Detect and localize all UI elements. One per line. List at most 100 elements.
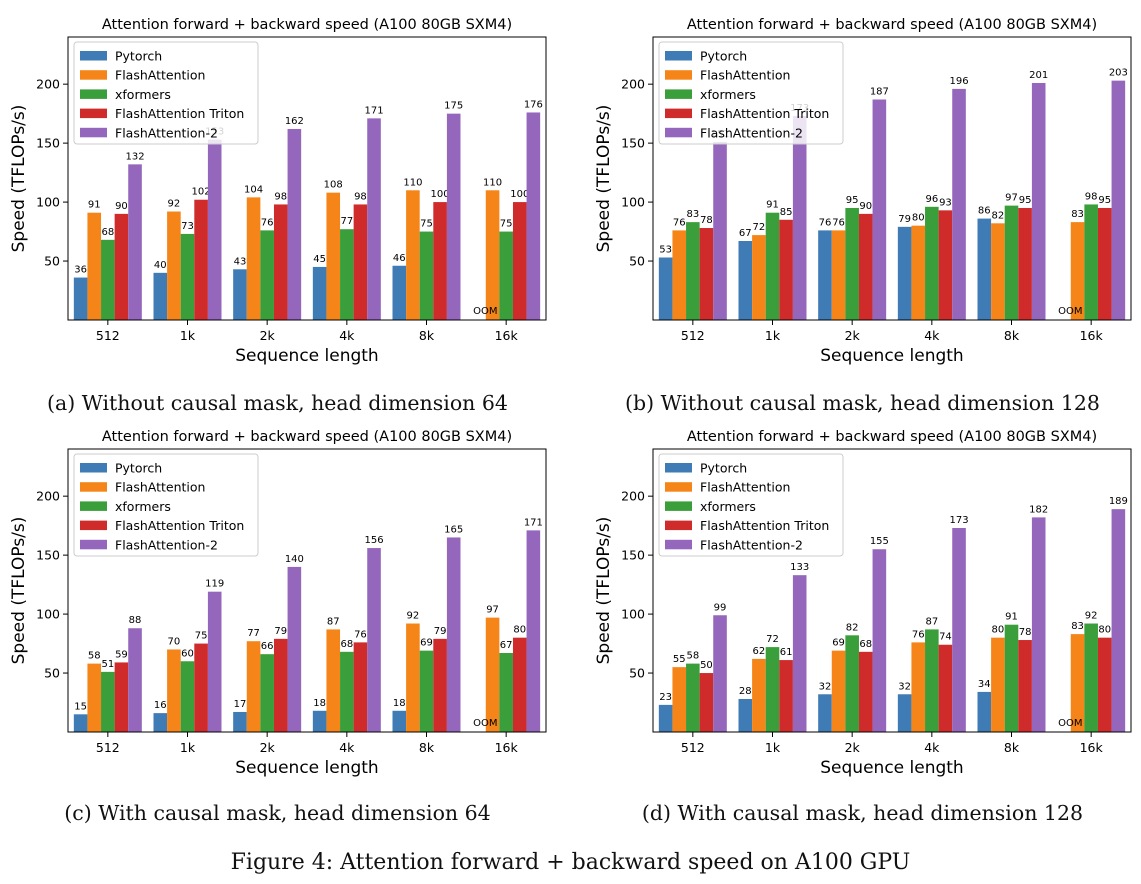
plot-frame: [652, 448, 1132, 733]
bar: [897, 226, 912, 320]
plot-frame: [67, 36, 547, 321]
bar: [1004, 624, 1019, 732]
bar-value-label: 95: [846, 195, 859, 206]
bar: [1031, 517, 1046, 732]
bar: [911, 642, 926, 732]
bar-value-label: 90: [859, 201, 872, 212]
bar: [446, 537, 461, 732]
bar-value-label: 79: [898, 214, 911, 225]
bar-value-label: 58: [88, 651, 101, 662]
bar-value-label: 51: [101, 659, 114, 670]
bar-value-label: 76: [832, 217, 845, 228]
y-tick-label: 200: [621, 489, 645, 504]
legend: Pytorch FlashAttention xformers FlashAttent…: [658, 453, 844, 557]
legend-label: FlashAttention: [700, 480, 790, 495]
bar-value-label: 45: [313, 254, 326, 265]
legend-swatch: [665, 70, 692, 80]
legend-swatch: [80, 539, 107, 550]
bar-value-label: 97: [486, 605, 499, 616]
bar: [845, 635, 859, 732]
legend-label: FlashAttention Triton: [700, 518, 829, 533]
legend-label: FlashAttention: [115, 480, 205, 495]
bar: [872, 549, 887, 732]
x-tick-label: 2k: [260, 740, 276, 755]
bar: [233, 269, 247, 320]
chart-title: Attention forward + backward speed (A100…: [687, 429, 1097, 445]
y-tick-label: 50: [44, 254, 60, 269]
bar: [512, 202, 527, 320]
x-tick-label: 1k: [765, 740, 781, 755]
bar-value-label: 187: [870, 86, 889, 97]
legend-box: [658, 453, 844, 557]
bar: [713, 141, 727, 320]
x-tick-label: 512: [681, 740, 705, 755]
bar: [818, 230, 832, 320]
bar-value-label: 50: [700, 660, 713, 671]
bar-value-label: 18: [313, 698, 326, 709]
legend-swatch: [80, 108, 107, 119]
bar: [1070, 222, 1085, 320]
bar: [273, 204, 288, 320]
y-tick-label: 150: [36, 548, 60, 563]
bar-value-label: 82: [992, 210, 1005, 221]
bar: [128, 628, 142, 732]
bar: [312, 710, 327, 732]
bar: [87, 212, 102, 320]
bar: [897, 694, 912, 732]
bar: [1097, 637, 1112, 732]
bar: [207, 591, 222, 732]
legend-label: FlashAttention: [115, 68, 205, 83]
bar-value-label: 87: [327, 616, 340, 627]
oom-annotation: OOM: [1058, 718, 1082, 729]
bar: [672, 667, 687, 732]
bar-value-label: 53: [659, 245, 672, 256]
bar: [845, 207, 859, 320]
bar-value-label: 75: [420, 219, 433, 230]
bar-value-label: 70: [168, 636, 181, 647]
y-tick-label: 50: [629, 666, 645, 681]
bar-value-label: 91: [766, 200, 779, 211]
bar-value-label: 182: [1029, 504, 1048, 515]
bar-value-label: 108: [324, 180, 343, 191]
bar: [765, 647, 780, 732]
bar: [114, 213, 129, 320]
legend-label: FlashAttention Triton: [700, 106, 829, 121]
legend-swatch: [665, 127, 692, 138]
chart-title: Attention forward + backward speed (A100…: [102, 17, 512, 33]
bar-value-label: 78: [1019, 627, 1032, 638]
bar-value-label: 59: [115, 649, 128, 660]
bar: [752, 658, 766, 732]
legend-swatch: [665, 520, 692, 531]
x-tick-label: 16k: [1080, 328, 1104, 343]
x-tick-label: 8k: [1004, 740, 1020, 755]
chart-panel-b: Attention forward + backward speed (A100…: [585, 0, 1141, 385]
bar: [180, 661, 195, 732]
legend-label: xformers: [700, 87, 756, 102]
chart-b: Attention forward + backward speed (A100…: [594, 17, 1132, 366]
bar-value-label: 90: [115, 201, 128, 212]
bar-value-label: 60: [181, 648, 194, 659]
bar-value-label: 67: [739, 228, 752, 239]
bar: [658, 704, 673, 732]
legend-swatch: [665, 108, 692, 119]
y-tick-label: 100: [621, 607, 645, 622]
bar-value-label: 92: [1085, 611, 1098, 622]
bar: [419, 231, 434, 320]
bar: [1111, 80, 1126, 320]
bar-value-label: 133: [790, 562, 809, 573]
y-tick-label: 50: [44, 666, 60, 681]
bar: [872, 99, 887, 320]
x-tick-label: 8k: [419, 740, 435, 755]
bar: [952, 88, 966, 320]
bar-value-label: 23: [659, 692, 672, 703]
bar: [686, 663, 700, 732]
x-tick-label: 16k: [1080, 740, 1104, 755]
bar: [406, 623, 420, 732]
bar-value-label: 76: [261, 217, 274, 228]
bar-value-label: 67: [500, 640, 513, 651]
bar-value-label: 119: [205, 579, 224, 590]
x-tick-label: 16k: [495, 740, 519, 755]
bar-value-label: 92: [168, 199, 181, 210]
legend-label: FlashAttention Triton: [115, 518, 244, 533]
legend-swatch: [665, 463, 692, 473]
